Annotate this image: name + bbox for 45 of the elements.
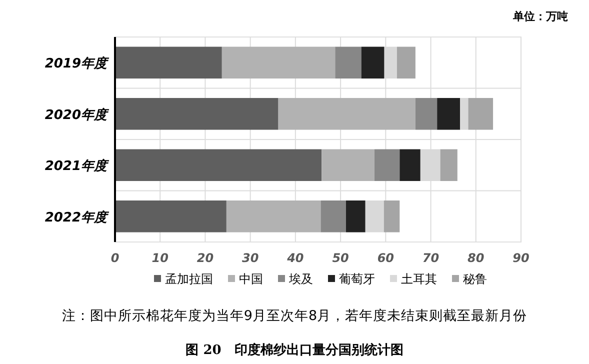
bar: [460, 98, 468, 130]
x-tick-label: 40: [286, 251, 304, 265]
y-tick-label: 2019年度: [44, 56, 110, 72]
bar: [440, 149, 458, 182]
x-tick-label: 0: [110, 251, 120, 265]
bar: [365, 200, 384, 232]
text: 单位：万吨: [512, 10, 568, 23]
bar: [335, 46, 362, 79]
bar: [278, 98, 416, 130]
legend-label: 中国: [239, 272, 263, 286]
bar: [320, 200, 346, 232]
y-tick-label: 2021年度: [44, 158, 110, 174]
x-tick-label: 50: [332, 251, 349, 265]
legend-label: 土耳其: [401, 272, 437, 286]
bar: [226, 200, 321, 232]
bar: [468, 98, 494, 130]
y-tick-label: 2022年度: [44, 209, 110, 226]
bar: [346, 200, 366, 232]
bar: [396, 46, 416, 79]
bar: [222, 46, 336, 79]
y-tick-label: 2020年度: [44, 106, 110, 123]
bar: [374, 149, 400, 182]
bar: [437, 98, 460, 130]
bar: [115, 98, 278, 130]
bar: [400, 149, 420, 182]
text: 图 20 印度棉纱出口量分国别统计图: [186, 342, 404, 358]
bar: [415, 98, 438, 130]
bar: [115, 46, 222, 79]
legend-label: 孟加拉国: [165, 272, 213, 286]
x-tick-label: 10: [152, 251, 168, 265]
bar: [115, 200, 226, 232]
bar: [322, 149, 374, 182]
legend-label: 埃及: [288, 272, 313, 286]
bar: [115, 149, 322, 182]
bar: [361, 46, 384, 79]
x-tick-label: 60: [377, 251, 394, 265]
x-tick-label: 80: [468, 251, 484, 265]
x-tick-label: 90: [512, 251, 530, 265]
x-tick-label: 70: [422, 251, 440, 265]
legend-label: 秘鲁: [463, 272, 487, 286]
x-tick-label: 30: [242, 251, 259, 265]
legend-label: 葡萄牙: [339, 272, 375, 286]
bar: [384, 200, 400, 232]
x-tick-label: 20: [196, 251, 214, 265]
text: 注：图中所示棉花年度为当年9月至次年8月，若年度未结束则截至最新月份: [62, 308, 528, 324]
